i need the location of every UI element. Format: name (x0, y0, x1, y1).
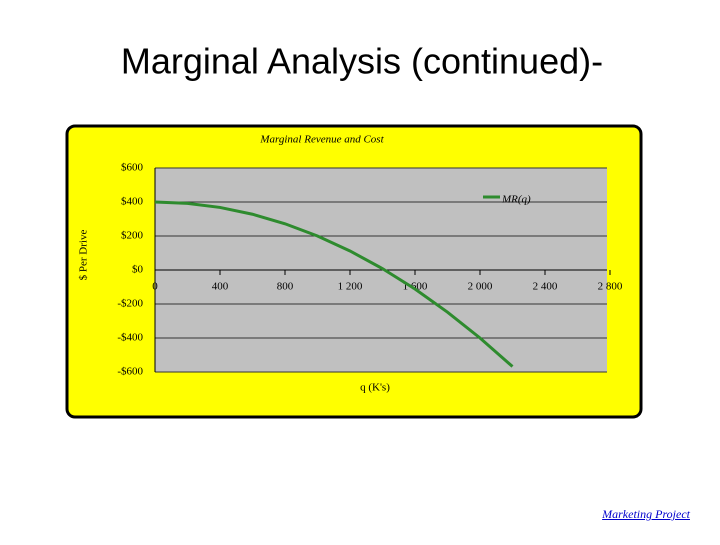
x-tick-label: 2 800 (598, 281, 623, 293)
slide-title: Marginal Analysis (continued)- (121, 41, 603, 82)
y-tick-label: $600 (121, 162, 144, 174)
x-tick-label: 1 200 (338, 281, 363, 293)
x-tick-label: 400 (212, 281, 229, 293)
x-tick-label: 2 000 (468, 281, 493, 293)
y-tick-label: -$400 (117, 332, 143, 344)
y-tick-label: -$200 (117, 298, 143, 310)
x-axis-label: q (K's) (360, 382, 390, 394)
y-tick-label: $400 (121, 196, 144, 208)
legend-label: MR(q) (501, 194, 531, 206)
x-tick-label: 800 (277, 281, 294, 293)
chart-title: Marginal Revenue and Cost (259, 134, 384, 146)
y-tick-label: -$600 (117, 366, 143, 378)
x-tick-label: 0 (152, 281, 158, 293)
footer-link[interactable]: Marketing Project (602, 507, 690, 521)
x-tick-label: 2 400 (533, 281, 558, 293)
line-series (154, 200, 514, 368)
y-tick-label: $0 (132, 264, 144, 276)
y-tick-label: $200 (121, 230, 144, 242)
y-axis-label: $ Per Drive (78, 230, 90, 281)
